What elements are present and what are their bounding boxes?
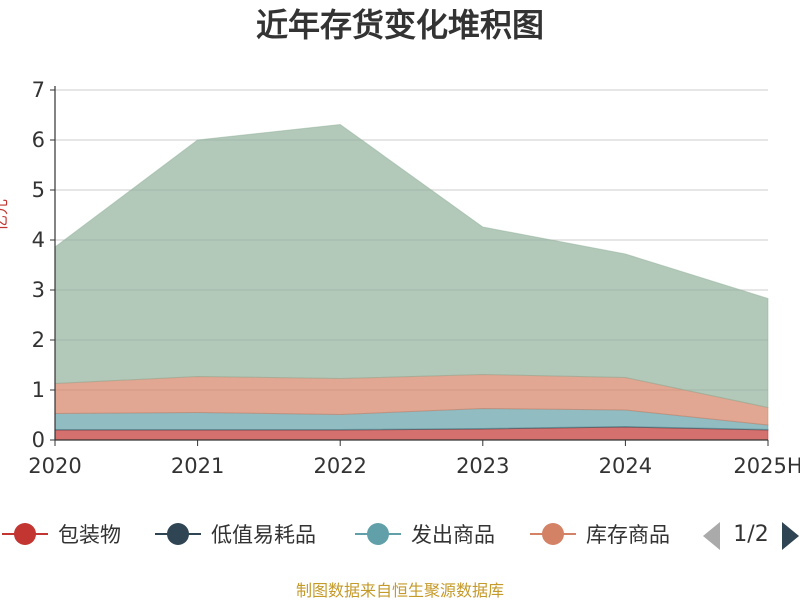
legend-item[interactable]: 库存商品: [530, 523, 670, 547]
legend-prev-arrow-icon[interactable]: [703, 522, 720, 550]
legend-label: 包装物: [58, 523, 121, 547]
y-tick-label: 7: [32, 78, 45, 102]
legend: 包装物 低值易耗品 发出商品 库存商品: [2, 523, 670, 547]
y-tick-label: 0: [32, 428, 45, 452]
y-tick-label: 5: [32, 178, 45, 202]
legend-pager: 1/2: [703, 522, 799, 550]
legend-label: 库存商品: [586, 523, 670, 547]
x-tick-label: 2022: [313, 454, 366, 478]
legend-marker-icon: [14, 523, 36, 545]
legend-next-arrow-icon[interactable]: [782, 522, 799, 550]
chart-title: 近年存货变化堆积图: [256, 6, 544, 44]
y-tick-labels: 0 1 2 3 4 5 6 7: [32, 78, 45, 452]
source-footnote: 制图数据来自恒生聚源数据库: [296, 581, 504, 600]
y-tick-label: 3: [32, 278, 45, 302]
y-tick-label: 4: [32, 228, 45, 252]
legend-marker-icon: [367, 523, 389, 545]
y-tick-label: 1: [32, 378, 45, 402]
x-tick-label: 2021: [171, 454, 224, 478]
x-tick-label: 2025H: [733, 454, 800, 478]
y-tick-label: 6: [32, 128, 45, 152]
y-axis-label: 亿元: [0, 199, 10, 231]
legend-item[interactable]: 包装物: [2, 523, 121, 547]
legend-label: 低值易耗品: [211, 523, 316, 547]
x-tick-label: 2020: [28, 454, 81, 478]
legend-marker-icon: [167, 523, 189, 545]
legend-label: 发出商品: [411, 523, 495, 547]
area-series-group: [54, 123, 769, 441]
legend-item[interactable]: 低值易耗品: [155, 523, 316, 547]
x-tick-label: 2023: [456, 454, 509, 478]
y-tick-label: 2: [32, 328, 45, 352]
x-tick-label: 2024: [599, 454, 652, 478]
axes: [50, 86, 769, 446]
legend-marker-icon: [542, 523, 564, 545]
area-series[interactable]: [54, 123, 769, 409]
legend-item[interactable]: 发出商品: [355, 523, 495, 547]
x-tick-labels: 2020 2021 2022 2023 2024 2025H: [28, 454, 800, 478]
legend-page-indicator: 1/2: [733, 522, 768, 547]
